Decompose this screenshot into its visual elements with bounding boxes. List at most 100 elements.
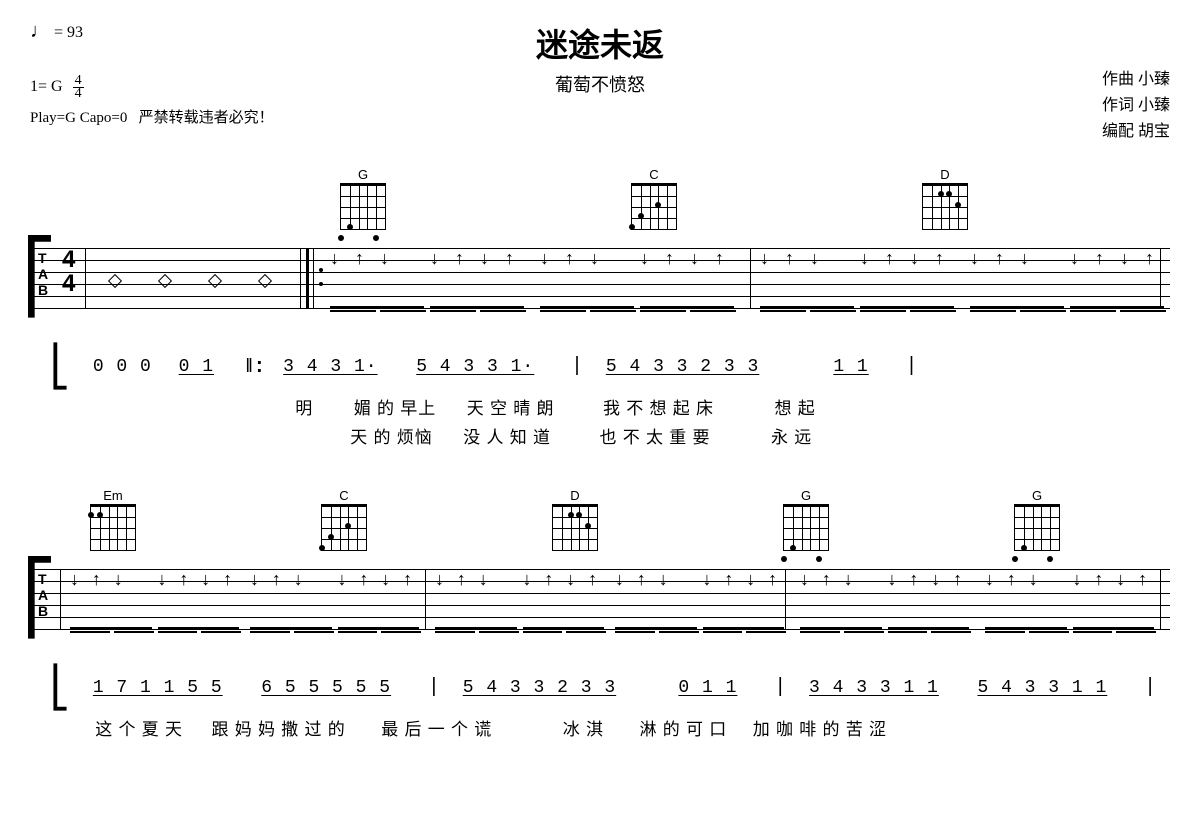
strum-arrow-icon: ↑ [909,569,918,590]
strum-arrow-icon: ↑ [637,569,646,590]
strum-arrow-icon: ↓ [70,569,79,590]
barline-icon: | [428,676,441,699]
number-notation-2: ⎣ 1 7 1 1 5 5 6 5 5 5 5 5 | 5 4 3 3 2 3 … [30,664,1170,711]
chord-name: G [340,167,386,182]
strum-arrow-icon: ↓ [479,569,488,590]
credit-arranger: 编配 胡宝 [1102,117,1170,141]
strum-arrow-icon: ↑ [935,248,944,269]
strum-arrow-icon: ↑ [588,569,597,590]
chord-row-2: EmCDGGC [90,488,1170,551]
strum-arrow-icon: ↓ [250,569,259,590]
strum-arrow-icon: ↓ [1120,248,1129,269]
strum-arrow-icon: ↓ [523,569,532,590]
strum-arrow-icon: ↑ [885,248,894,269]
strum-arrow-icon: ↑ [544,569,553,590]
strum-arrow-icon: ↓ [430,248,439,269]
key-signature: 1= G 4 4 [30,75,274,100]
lyrics-1b: 天 的 烦恼 没 人 知 道 也 不 太 重 要 永 远 [30,423,1170,448]
chord-diagram: C [631,167,677,230]
chord-grid [922,184,968,230]
strum-arrow-icon: ↓ [659,569,668,590]
strum-arrow-icon: ↑ [1145,248,1154,269]
strum-arrow-icon: ↓ [615,569,624,590]
strum-arrow-icon: ↑ [272,569,281,590]
chord-name: D [922,167,968,182]
strum-arrow-icon: ↑ [1094,569,1103,590]
strum-arrow-icon: ↑ [1007,569,1016,590]
strum-arrow-icon: ↓ [338,569,347,590]
strum-arrow-icon: ↓ [888,569,897,590]
barline-icon: | [906,355,919,378]
strum-arrow-icon: ↑ [179,569,188,590]
chord-grid [631,184,677,230]
chord-diagram: C [321,488,367,551]
chord-name: G [1014,488,1060,503]
strum-arrow-icon: ↑ [665,248,674,269]
strum-arrow-icon: ↑ [92,569,101,590]
strum-arrow-icon: ↓ [590,248,599,269]
strum-arrow-icon: ↑ [359,569,368,590]
strum-arrow-icon: ↓ [1116,569,1125,590]
strum-arrow-icon: ↑ [455,248,464,269]
tempo: ♩ = 93 [30,20,83,43]
strum-arrow-icon: ↓ [760,248,769,269]
chord-row-1: GCDG [340,167,1170,230]
strum-arrow-icon: ↑ [223,569,232,590]
strum-pattern: ↓↑↓↓↑↓↑↓↑↓↓↑↓↑↓↑↓↓↑↓↑↓↑↓↓↑↓↑↓↑↓↓↑↓↑↓↑↓↓↑… [70,569,1160,629]
chord-name: G [783,488,829,503]
strum-arrow-icon: ↑ [1138,569,1147,590]
chord-name: Em [90,488,136,503]
strum-arrow-icon: ↑ [355,248,364,269]
strum-arrow-icon: ↑ [953,569,962,590]
strum-arrow-icon: ↓ [703,569,712,590]
chord-name: C [631,167,677,182]
strum-arrow-icon: ↓ [381,569,390,590]
strum-arrow-icon: ↓ [540,248,549,269]
strum-arrow-icon: ↓ [985,569,994,590]
strum-arrow-icon: ↓ [810,248,819,269]
warning: 严禁转载违者必究！ [139,110,274,126]
strum-pattern: ↓↑↓↓↑↓↑↓↑↓↓↑↓↑↓↑↓↓↑↓↑↓↑↓↓↑↓↑ [330,248,1160,308]
strum-arrow-icon: ↓ [640,248,649,269]
strum-arrow-icon: ↑ [995,248,1004,269]
strum-arrow-icon: ↑ [724,569,733,590]
strum-arrow-icon: ↓ [330,248,339,269]
strum-arrow-icon: ↑ [768,569,777,590]
chord-name: D [552,488,598,503]
strum-arrow-icon: ↑ [822,569,831,590]
strum-arrow-icon: ↓ [800,569,809,590]
chord-grid [552,505,598,551]
play-info: Play=G Capo=0 严禁转载违者必究！ [30,106,274,127]
chord-grid [1014,505,1060,551]
chord-grid [90,505,136,551]
header: ♩ = 93 迷途未返 葡萄不愤怒 1= G 4 4 Play=G Capo=0… [30,20,1170,97]
strum-arrow-icon: ↓ [158,569,167,590]
tab-timesig: 44 [62,248,75,296]
tab-label: TAB [38,250,48,298]
strum-arrow-icon: ↑ [505,248,514,269]
tempo-note: ♩ [30,20,50,42]
strum-arrow-icon: ↑ [715,248,724,269]
chord-grid [321,505,367,551]
chord-diagram: Em [90,488,136,551]
strum-arrow-icon: ↓ [931,569,940,590]
strum-arrow-icon: ↓ [114,569,123,590]
chord-diagram: D [922,167,968,230]
chord-grid [783,505,829,551]
strum-arrow-icon: ↓ [1073,569,1082,590]
song-title: 迷途未返 [30,20,1170,66]
barline-icon: | [571,355,584,378]
barline-icon: | [1144,676,1157,699]
chord-name: C [321,488,367,503]
tab-row-2: ⎡ TAB ↓↑↓↓↑↓↑↓↑↓↓↑↓↑↓↑↓↓↑↓↑↓↑↓↓↑↓↑↓↑↓↓↑↓… [30,559,1170,639]
section-1: GCDG ⎡ TAB 44 ↓↑↓↓↑↓↑↓↑↓↓↑↓↑↓↑↓↓↑↓↑↓↑↓↓↑… [30,167,1170,448]
strum-arrow-icon: ↓ [435,569,444,590]
barline-icon: | [774,676,787,699]
chord-diagram: G [783,488,829,551]
tab-row-1: ⎡ TAB 44 ↓↑↓↓↑↓↑↓↑↓↓↑↓↑↓↑↓↓↑↓↑↓↑↓↓↑↓↑ [30,238,1170,318]
tab-label: TAB [38,571,48,619]
strum-arrow-icon: ↓ [910,248,919,269]
credit-lyricist: 作词 小臻 [1102,91,1170,115]
chord-grid [340,184,386,230]
chord-diagram: G [340,167,386,230]
